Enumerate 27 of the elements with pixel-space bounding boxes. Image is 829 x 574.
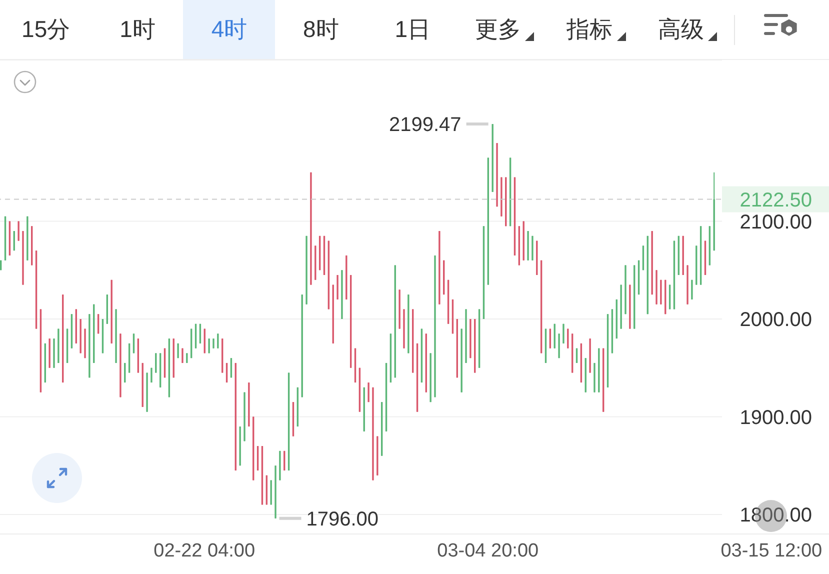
x-tick-label: 03-15 12:00 [720, 540, 822, 562]
candlestick [567, 328, 569, 349]
x-tick-label: 03-04 20:00 [437, 540, 539, 562]
y-tick-label: 1900.00 [740, 406, 812, 429]
y-tick-label: 2100.00 [740, 211, 812, 234]
candlestick [217, 333, 219, 349]
candlestick [182, 348, 184, 364]
text: 指标 [566, 15, 613, 44]
candlestick [18, 220, 20, 242]
ref-line-label: 2122.50 [740, 189, 812, 212]
candlestick [562, 323, 564, 344]
text: 4时 [211, 15, 248, 44]
candlestick [368, 382, 370, 403]
text: 高级 [658, 15, 704, 44]
text: 1日 [394, 15, 431, 44]
text: 1时 [120, 15, 156, 44]
x-tick-label: 02-22 04:00 [154, 540, 256, 562]
text: 更多 [474, 15, 521, 44]
y-tick-label: 2000.00 [740, 309, 812, 332]
annotation: 1796.00 [306, 508, 379, 530]
y-tick-label: 1800.00 [740, 504, 812, 527]
text: 8时 [303, 15, 339, 44]
candlestick [691, 279, 693, 300]
annotation: 2199.47 [389, 114, 462, 136]
candlestick [208, 338, 210, 354]
text: 15分 [22, 15, 70, 44]
candlestick [186, 352, 188, 364]
